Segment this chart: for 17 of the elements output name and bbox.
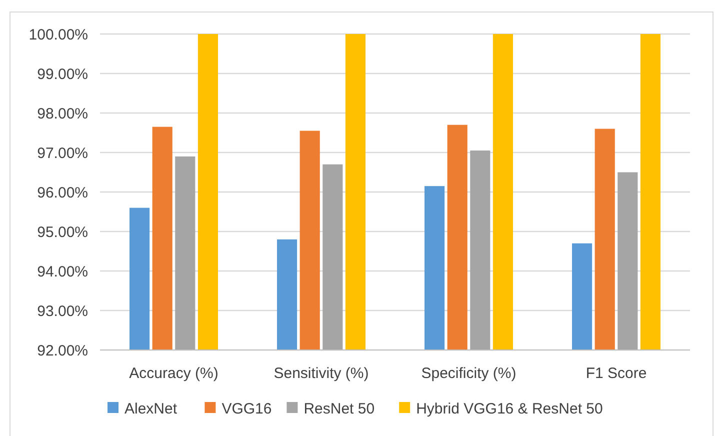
legend-label: AlexNet xyxy=(124,400,178,418)
x-tick-label: F1 Score xyxy=(586,365,647,382)
x-tick-label: Accuracy (%) xyxy=(129,365,218,382)
y-tick-label: 92.00% xyxy=(37,342,88,360)
y-tick-label: 100.00% xyxy=(28,26,88,44)
y-tick-label: 94.00% xyxy=(37,263,88,280)
legend-label: ResNet 50 xyxy=(304,400,375,418)
y-tick-label: 95.00% xyxy=(37,224,88,241)
y-tick-label: 98.00% xyxy=(37,105,88,122)
y-tick-label: 99.00% xyxy=(37,66,88,83)
legend-label: Hybrid VGG16 & ResNet 50 xyxy=(416,400,603,418)
y-tick-label: 96.00% xyxy=(37,184,88,202)
x-tick-label: Sensitivity (%) xyxy=(274,365,369,382)
y-tick-label: 93.00% xyxy=(37,302,88,320)
y-tick-label: 97.00% xyxy=(37,144,88,162)
legend-label: VGG16 xyxy=(222,400,272,418)
x-tick-label: Specificity (%) xyxy=(421,365,516,382)
